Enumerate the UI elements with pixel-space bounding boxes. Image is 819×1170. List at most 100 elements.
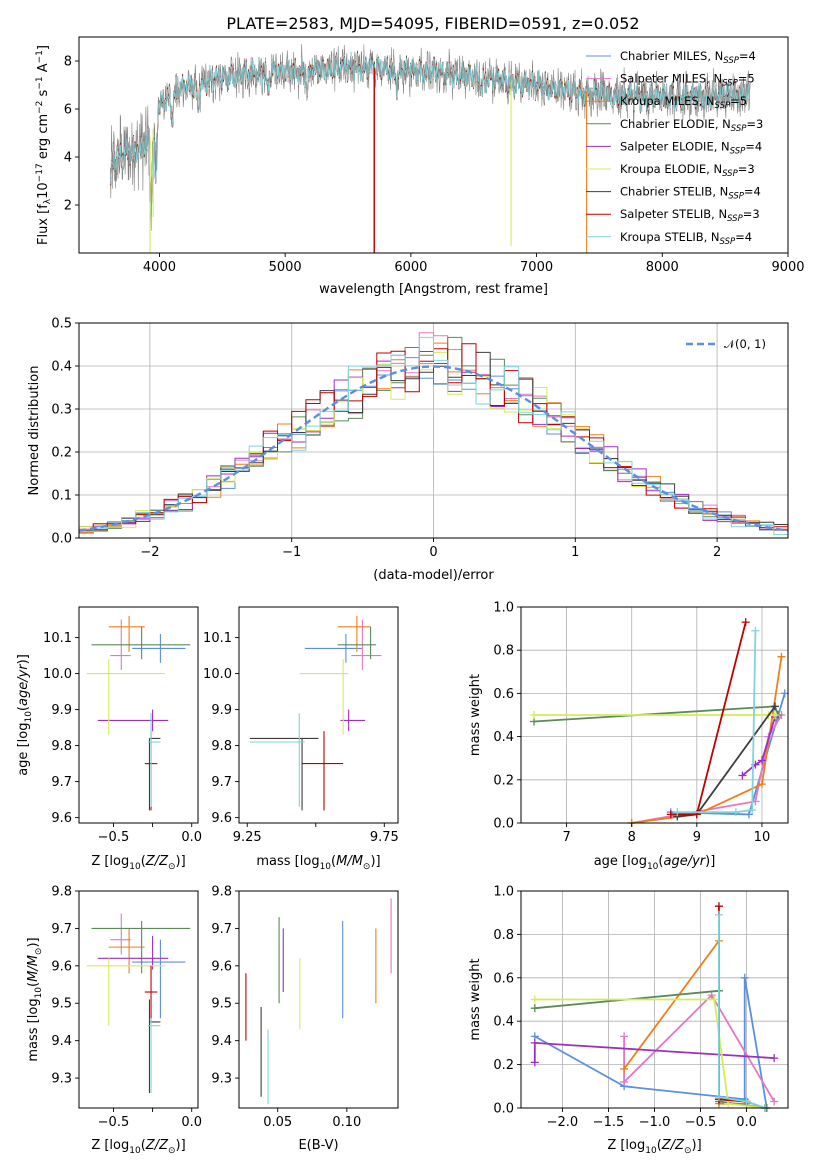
x-axis-label: Z [log10(Z/Z⊙)] [607, 1138, 701, 1156]
x-tick-label: −0.5 [98, 830, 130, 845]
weight-marker [530, 995, 539, 1004]
y-tick-label: 9.6 [211, 811, 232, 826]
y-tick-label: 0.2 [493, 1058, 514, 1073]
y-tick-label: 10.0 [203, 667, 232, 682]
x-tick-label: 9000 [771, 260, 804, 275]
x-tick-label: −2 [140, 545, 159, 560]
axes-age-vs-mass: 9.25 9.75 9.6 9.7 9.8 9.9 10.0 10.1 mass [log10(… [203, 606, 399, 872]
x-tick-label: 4000 [143, 260, 176, 275]
x-tick-label: 8000 [646, 260, 679, 275]
axes-frame [238, 606, 399, 824]
y-tick-label: 0.4 [493, 1015, 514, 1030]
x-tick-label: −1 [282, 545, 301, 560]
weight-marker [757, 780, 766, 789]
weight-marker [530, 1058, 539, 1067]
y-tick-label: 4 [64, 151, 72, 166]
y-tick-label: 9.7 [51, 775, 72, 790]
x-tick-label: 10 [754, 830, 771, 845]
weight-marker [777, 652, 786, 661]
legend-label: Chabrier MILES, NSSP=4 [620, 49, 756, 66]
weight-marker [757, 756, 766, 765]
weight-marker [751, 626, 760, 635]
y-tick-label: 10.1 [203, 631, 232, 646]
weight-marker [714, 910, 723, 919]
spectrum-legend: Chabrier MILES, NSSP=4 Salpeter MILES, NS… [586, 49, 763, 247]
weight-marker [620, 1064, 629, 1073]
weight-marker [666, 810, 675, 819]
weight-line [718, 906, 747, 1103]
axes-frame [78, 36, 789, 254]
plot-area-massweight-vs-age [530, 618, 789, 827]
axes-frame [238, 890, 399, 1109]
y-axis-label: mass weight [468, 958, 483, 1040]
weight-line [534, 998, 766, 1109]
axes-massweight-vs-age: 7 8 9 10 0.0 0.2 0.4 0.6 0.8 1.0 age [log10(age/yr… [468, 601, 789, 872]
weight-line [718, 914, 766, 1109]
weight-marker [744, 810, 753, 819]
axes-frame [520, 606, 789, 824]
axes-mass-vs-Z: −0.5 0.0 9.3 9.4 9.5 9.6 9.7 9.8 Z [log10(Z/Z⊙)]… [26, 885, 202, 1157]
axes-frame [78, 890, 199, 1109]
y-tick-label: 10.1 [43, 631, 72, 646]
weight-marker [710, 995, 719, 1004]
normal-curve [79, 365, 788, 532]
x-axis-label: Z [log10(Z/Z⊙)] [91, 1138, 185, 1156]
x-axis-label: wavelength [Angstrom, rest frame] [319, 282, 548, 297]
y-tick-label: 0.0 [493, 1102, 514, 1117]
x-tick-label: 2 [713, 545, 721, 560]
x-tick-label: 9.25 [233, 830, 262, 845]
y-tick-label: 0.0 [51, 532, 72, 547]
y-tick-label: 1.0 [493, 601, 514, 616]
residual-histogram [79, 351, 788, 531]
y-tick-label: 9.8 [211, 885, 232, 900]
x-tick-label: 0.0 [181, 1115, 202, 1130]
y-tick-label: 0.4 [493, 730, 514, 745]
weight-marker [707, 991, 716, 1000]
legend-label: Salpeter STELIB, NSSP=3 [620, 207, 760, 224]
weight-marker [673, 808, 682, 817]
x-axis-label: age [log10(age/yr)] [594, 854, 716, 872]
weight-marker [742, 1097, 751, 1106]
y-tick-label: 9.7 [51, 922, 72, 937]
y-tick-label: 6 [64, 103, 72, 118]
y-tick-label: 0.8 [493, 928, 514, 943]
y-tick-label: 0.6 [493, 971, 514, 986]
x-axis-label: Z [log10(Z/Z⊙)] [91, 854, 185, 872]
y-tick-label: 0.4 [51, 360, 72, 375]
weight-marker [714, 902, 723, 911]
y-tick-label: 0.0 [493, 817, 514, 832]
axes-residuals: −2 −1 0 1 2 0.0 0.1 0.2 0.3 0.4 0.5 𝒩(0, 1) (data-mo… [27, 317, 789, 583]
y-tick-label: 9.4 [51, 1034, 72, 1049]
x-tick-label: 0.10 [332, 1115, 361, 1130]
weight-marker [780, 689, 789, 698]
x-tick-label: 8 [628, 830, 636, 845]
y-axis-label-group: Flux [fλ10−17 erg cm−2 s−1 A−1] [35, 45, 53, 245]
y-tick-label: 0.3 [51, 403, 72, 418]
y-tick-label: 9.5 [51, 997, 72, 1012]
y-tick-label: 9.4 [211, 1034, 232, 1049]
x-axis-label: mass [log10(M/M⊙)] [256, 854, 380, 872]
y-tick-label: 0.1 [51, 489, 72, 504]
y-tick-label: 9.7 [211, 775, 232, 790]
legend-label: Salpeter ELODIE, NSSP=4 [620, 139, 762, 156]
legend-label: Chabrier STELIB, NSSP=4 [620, 185, 761, 202]
weight-line [677, 630, 757, 814]
axes-age-vs-Z: −0.5 0.0 9.6 9.7 9.8 9.9 10.0 10.1 Z [log10(Z/Z⊙… [16, 606, 202, 872]
y-tick-label: 9.6 [51, 959, 72, 974]
y-tick-label: 9.7 [211, 922, 232, 937]
y-axis-label: Flux [fλ10−17 erg cm−2 s−1 A−1] [35, 45, 53, 245]
y-tick-label: 0.2 [51, 446, 72, 461]
y-tick-label: 9.9 [51, 703, 72, 718]
legend-label: Chabrier ELODIE, NSSP=3 [620, 117, 763, 134]
weight-marker [620, 1077, 629, 1086]
legend-label: Kroupa MILES, NSSP=5 [620, 94, 747, 111]
x-tick-label: 6000 [394, 260, 427, 275]
legend-label-normal: 𝒩(0, 1) [724, 337, 766, 351]
weight-marker [724, 1099, 733, 1108]
weight-marker [620, 1032, 629, 1041]
weight-marker [738, 771, 747, 780]
x-tick-label: −1.0 [639, 1115, 671, 1130]
weight-line [631, 714, 783, 824]
y-tick-label: 9.8 [51, 739, 72, 754]
weight-marker [770, 702, 779, 711]
